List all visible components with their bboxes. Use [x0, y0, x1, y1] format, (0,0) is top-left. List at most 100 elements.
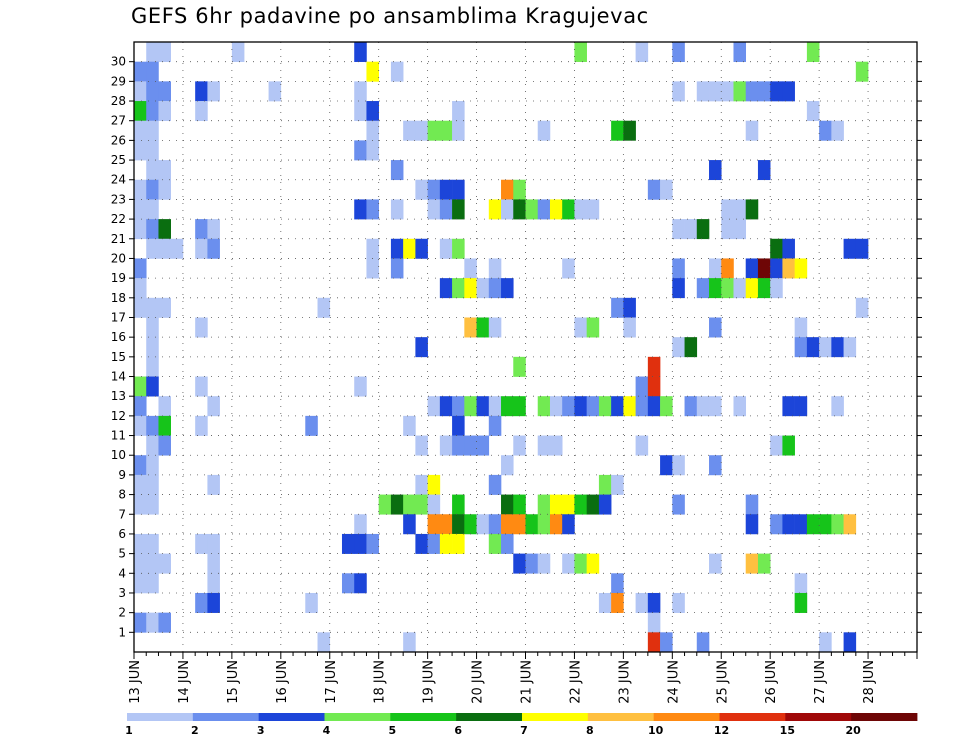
heatmap-cell: [195, 238, 208, 259]
x-tick-label: 24 JUN: [666, 660, 681, 704]
heatmap-cell: [146, 356, 159, 377]
colorbar-label: 7: [520, 724, 528, 737]
heatmap-cell: [134, 140, 147, 161]
heatmap-cell: [598, 474, 612, 495]
colorbar-label: 5: [389, 724, 397, 737]
y-tick-label: 5: [118, 547, 126, 561]
colorbar-label: 4: [323, 724, 331, 737]
colorbar-segment: [851, 713, 918, 721]
heatmap-cell: [439, 533, 453, 554]
x-tick-label: 28 JUN: [862, 660, 877, 704]
heatmap-cell: [635, 396, 649, 417]
heatmap-cell: [366, 101, 379, 122]
heatmap-cell: [537, 396, 551, 417]
heatmap-cell: [757, 553, 771, 574]
heatmap-cell: [134, 553, 147, 574]
heatmap-cell: [134, 396, 147, 417]
heatmap-cell: [146, 317, 159, 338]
heatmap-cell: [598, 396, 612, 417]
heatmap-cell: [513, 356, 526, 377]
heatmap-cell: [770, 278, 783, 299]
heatmap-cell: [403, 120, 416, 141]
heatmap-cell: [415, 533, 428, 554]
heatmap-cell: [146, 533, 159, 554]
heatmap-cell: [134, 474, 147, 495]
heatmap-cell: [855, 61, 869, 82]
heatmap-cell: [855, 238, 869, 259]
heatmap-cell: [647, 592, 661, 613]
colorbar-label: 12: [714, 724, 729, 737]
heatmap-cell: [427, 120, 441, 141]
y-tick-label: 25: [111, 153, 126, 167]
heatmap-cell: [207, 592, 220, 613]
heatmap-cell: [403, 514, 416, 535]
heatmap-cell: [696, 632, 710, 653]
heatmap-cell: [684, 219, 698, 240]
heatmap-cell: [146, 219, 159, 240]
heatmap-cell: [770, 514, 783, 535]
heatmap-cell: [721, 278, 734, 299]
heatmap-cell: [709, 258, 722, 279]
heatmap-cell: [586, 553, 600, 574]
heatmap-cell: [195, 592, 208, 613]
heatmap-cell: [439, 238, 453, 259]
heatmap-cell: [134, 81, 147, 102]
heatmap-cell: [415, 337, 428, 358]
heatmap-cell: [134, 533, 147, 554]
heatmap-cell: [231, 42, 245, 62]
heatmap-cell: [623, 317, 636, 338]
heatmap-cell: [439, 396, 453, 417]
x-tick-label: 23 JUN: [617, 660, 632, 704]
heatmap-cell: [537, 435, 551, 456]
heatmap-cell: [806, 101, 820, 122]
heatmap-cells: [134, 42, 869, 653]
heatmap-cell: [733, 219, 747, 240]
heatmap-cell: [513, 435, 526, 456]
heatmap-cell: [268, 81, 282, 102]
y-tick-label: 6: [118, 527, 126, 541]
heatmap-cell: [366, 199, 379, 220]
heatmap-cell: [733, 81, 747, 102]
heatmap-cell: [195, 317, 208, 338]
heatmap-cell: [660, 455, 673, 476]
heatmap-cell: [427, 199, 441, 220]
heatmap-cell: [146, 297, 159, 318]
heatmap-cell: [134, 297, 147, 318]
x-tick-label: 21 JUN: [520, 660, 535, 704]
heatmap-cell: [574, 42, 587, 62]
heatmap-cell: [158, 101, 171, 122]
heatmap-cell: [501, 278, 514, 299]
heatmap-cell: [660, 632, 673, 653]
heatmap-cell: [611, 474, 624, 495]
y-tick-label: 20: [111, 251, 126, 265]
heatmap-cell: [488, 199, 502, 220]
heatmap-cell: [134, 278, 147, 299]
heatmap-cell: [611, 592, 624, 613]
heatmap-cell: [794, 337, 808, 358]
heatmap-cell: [635, 435, 649, 456]
heatmap-cell: [501, 179, 514, 200]
heatmap-cell: [207, 219, 220, 240]
colorbar-label: 10: [648, 724, 664, 737]
heatmap-cell: [354, 199, 367, 220]
colorbar-label: 20: [846, 724, 862, 737]
heatmap-cell: [415, 120, 428, 141]
heatmap-cell: [672, 337, 685, 358]
colorbar-segment: [390, 713, 457, 721]
heatmap-cell: [574, 396, 587, 417]
heatmap-cell: [549, 435, 563, 456]
heatmap-cell: [134, 120, 147, 141]
heatmap-cell: [709, 317, 722, 338]
y-tick-label: 16: [111, 330, 126, 344]
x-tick-label: 27 JUN: [813, 660, 828, 704]
heatmap-cell: [476, 317, 490, 338]
heatmap-cell: [757, 160, 771, 181]
heatmap-cell: [782, 396, 795, 417]
heatmap-cell: [488, 396, 502, 417]
colorbar-segment: [522, 713, 589, 721]
x-tick-label: 16 JUN: [275, 660, 290, 704]
heatmap-cell: [647, 612, 661, 633]
heatmap-cell: [745, 199, 759, 220]
heatmap-cell: [354, 376, 367, 397]
heatmap-cell: [341, 573, 355, 594]
